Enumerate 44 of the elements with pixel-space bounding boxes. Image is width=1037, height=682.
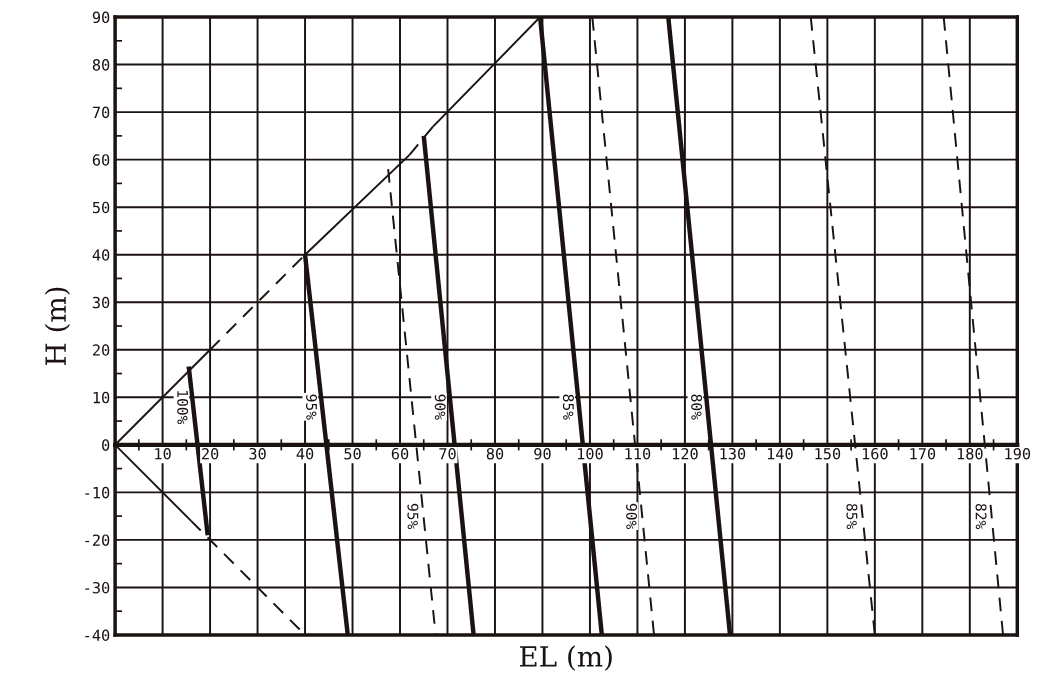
x-tick-label: 60 bbox=[391, 447, 409, 460]
text: 100% bbox=[177, 390, 189, 425]
text: 95% bbox=[407, 503, 419, 530]
y-tick-label: 30 bbox=[92, 296, 110, 309]
text: 80% bbox=[691, 394, 703, 420]
x-tick-label: 40 bbox=[296, 447, 314, 460]
x-tick-label: 140 bbox=[767, 447, 793, 460]
x-tick-label: 10 bbox=[155, 447, 171, 460]
y-tick-label: 20 bbox=[92, 344, 110, 356]
text: 90% bbox=[434, 394, 446, 420]
x-tick-label: 30 bbox=[249, 447, 266, 460]
x-axis-title: EL (m) bbox=[519, 645, 612, 671]
y-tick-label: 60 bbox=[92, 154, 110, 166]
x-tick-label: 130 bbox=[720, 447, 746, 460]
x-tick-label: 100 bbox=[577, 447, 603, 460]
y-tick-label: 50 bbox=[92, 201, 110, 214]
y-tick-label: -20 bbox=[85, 534, 110, 546]
text: 95% bbox=[306, 394, 318, 420]
x-tick-label: 90 bbox=[534, 447, 551, 460]
x-tick-label: 180 bbox=[957, 447, 983, 460]
y-tick-label: 0 bbox=[102, 439, 110, 451]
x-tick-label: 150 bbox=[815, 447, 841, 460]
y-tick-label: -30 bbox=[85, 581, 110, 594]
text: 85% bbox=[562, 394, 574, 420]
text: 90% bbox=[626, 503, 638, 530]
text: 82% bbox=[975, 503, 987, 530]
x-tick-label: 50 bbox=[344, 447, 361, 460]
x-tick-label: 190 bbox=[1005, 447, 1031, 460]
y-tick-label: 80 bbox=[92, 59, 110, 71]
y-tick-label: 70 bbox=[92, 106, 110, 119]
y-tick-label: -40 bbox=[85, 629, 110, 641]
y-tick-label: 40 bbox=[92, 249, 110, 261]
text: 85% bbox=[846, 503, 858, 530]
x-tick-label: 120 bbox=[672, 447, 698, 460]
y-tick-label: 10 bbox=[93, 391, 110, 404]
x-tick-label: 110 bbox=[625, 447, 651, 460]
y-axis-title: H (m) bbox=[44, 287, 71, 365]
x-tick-label: 20 bbox=[202, 447, 219, 460]
y-tick-label: 90 bbox=[92, 11, 110, 24]
x-tick-label: 160 bbox=[862, 447, 888, 460]
x-tick-label: 70 bbox=[439, 447, 456, 460]
x-tick-label: 170 bbox=[910, 447, 936, 460]
x-tick-label: 80 bbox=[486, 447, 504, 460]
y-tick-label: -10 bbox=[85, 486, 110, 499]
